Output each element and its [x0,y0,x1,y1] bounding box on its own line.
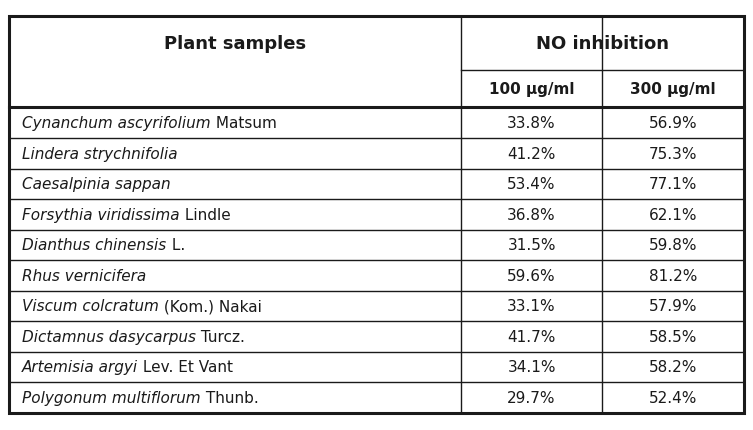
Text: 33.8%: 33.8% [508,116,556,131]
Text: Polygonum multiflorum: Polygonum multiflorum [23,390,201,405]
Text: 52.4%: 52.4% [649,390,697,405]
Text: Cynanchum ascyrifolium: Cynanchum ascyrifolium [23,116,211,131]
Text: Forsythia viridissima: Forsythia viridissima [23,207,180,222]
Text: 41.7%: 41.7% [508,329,556,344]
Text: 36.8%: 36.8% [508,207,556,222]
Text: Dictamnus dasycarpus: Dictamnus dasycarpus [23,329,197,344]
Text: 300 μg/ml: 300 μg/ml [630,82,716,97]
Text: 34.1%: 34.1% [508,359,556,375]
Text: L.: L. [166,238,184,253]
Text: 81.2%: 81.2% [649,268,697,283]
Text: Turcz.: Turcz. [197,329,245,344]
Text: Artemisia argyi: Artemisia argyi [23,359,139,375]
Text: 53.4%: 53.4% [508,177,556,192]
Text: 33.1%: 33.1% [508,299,556,313]
Text: 58.5%: 58.5% [649,329,697,344]
Text: 31.5%: 31.5% [508,238,556,253]
Text: Thunb.: Thunb. [201,390,258,405]
Text: Lindle: Lindle [180,207,230,222]
Text: NO inhibition: NO inhibition [536,35,669,53]
Text: (Kom.) Nakai: (Kom.) Nakai [159,299,262,313]
Text: Rhus vernicifera: Rhus vernicifera [23,268,147,283]
Text: 62.1%: 62.1% [649,207,697,222]
Text: Dianthus chinensis: Dianthus chinensis [23,238,166,253]
Text: 59.8%: 59.8% [649,238,697,253]
Text: 57.9%: 57.9% [649,299,697,313]
Text: 29.7%: 29.7% [508,390,556,405]
Text: Viscum colcratum: Viscum colcratum [23,299,159,313]
Text: 100 μg/ml: 100 μg/ml [489,82,575,97]
Text: 58.2%: 58.2% [649,359,697,375]
Text: Lev. Et Vant: Lev. Et Vant [139,359,233,375]
Text: 56.9%: 56.9% [649,116,697,131]
Text: Lindera strychnifolia: Lindera strychnifolia [23,146,178,161]
Text: 41.2%: 41.2% [508,146,556,161]
Text: 77.1%: 77.1% [649,177,697,192]
Text: Matsum: Matsum [211,116,277,131]
Text: Caesalpinia sappan: Caesalpinia sappan [23,177,171,192]
Text: 75.3%: 75.3% [649,146,697,161]
Text: 59.6%: 59.6% [508,268,556,283]
Text: Plant samples: Plant samples [164,35,306,53]
